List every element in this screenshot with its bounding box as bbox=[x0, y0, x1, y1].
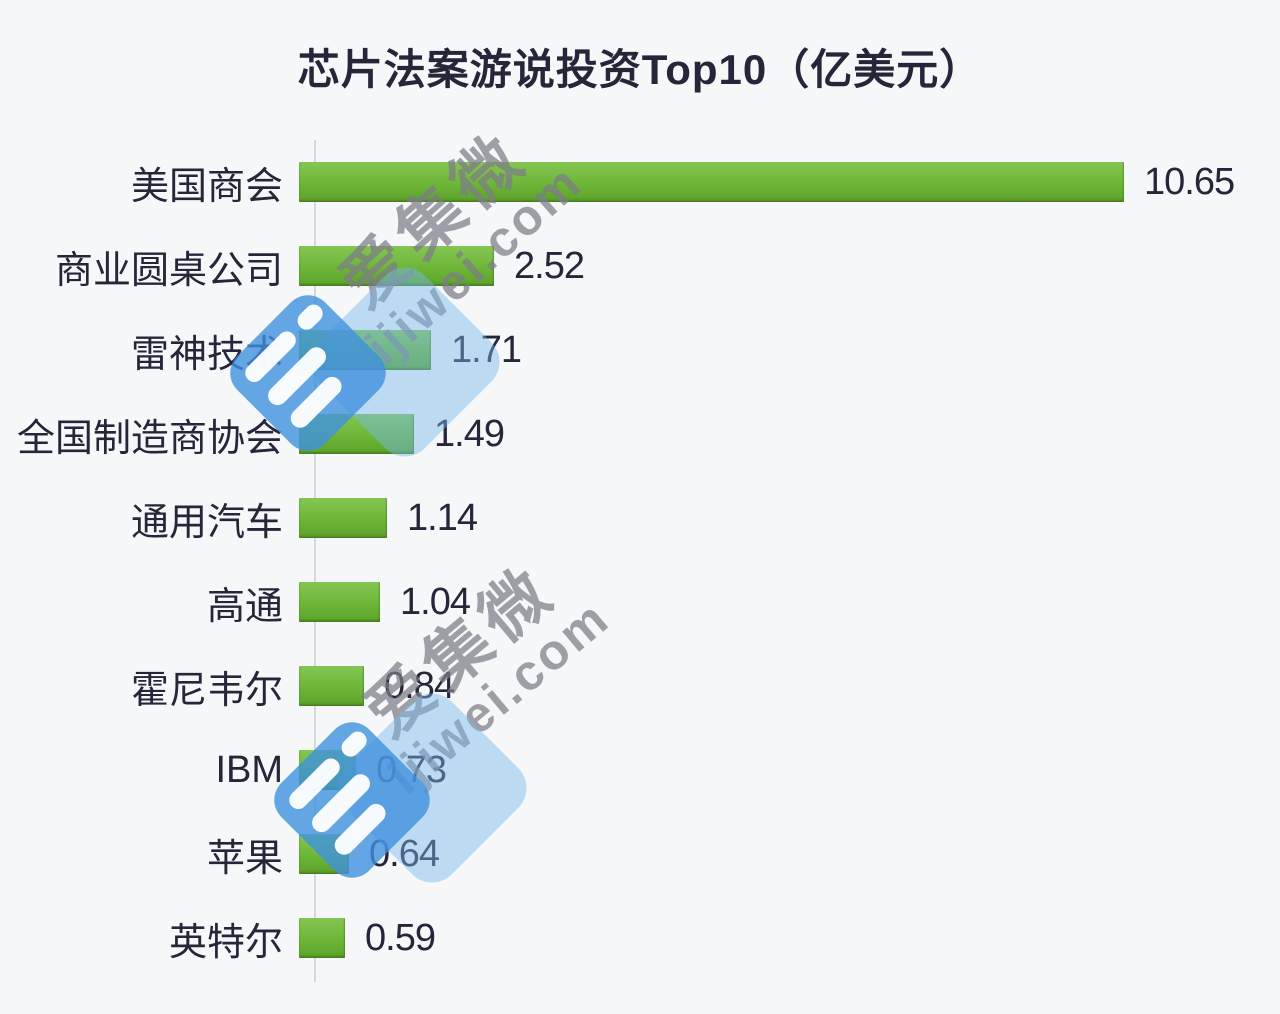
category-label: 霍尼韦尔 bbox=[130, 669, 283, 712]
chart-row: 霍尼韦尔 0.84 bbox=[0, 644, 1280, 728]
category-label: 雷神技术 bbox=[130, 333, 283, 376]
bar bbox=[299, 918, 345, 958]
bar bbox=[299, 498, 387, 538]
value-label: 1.71 bbox=[451, 328, 522, 371]
category-label: 通用汽车 bbox=[130, 501, 283, 544]
category-label: 商业圆桌公司 bbox=[54, 249, 283, 292]
value-label: 1.49 bbox=[434, 412, 505, 455]
axis-baseline bbox=[314, 140, 316, 982]
chart-row: 全国制造商协会 1.49 bbox=[0, 392, 1280, 476]
category-label: 苹果 bbox=[206, 837, 283, 880]
chart-row: 通用汽车 1.14 bbox=[0, 476, 1280, 560]
category-label: IBM bbox=[215, 748, 283, 791]
bar bbox=[299, 582, 380, 622]
value-label: 0.84 bbox=[384, 664, 455, 707]
bar bbox=[299, 414, 414, 454]
category-label: 全国制造商协会 bbox=[16, 417, 283, 460]
chart-row: 苹果 0.64 bbox=[0, 812, 1280, 896]
bar-chart: 美国商会 10.65 商业圆桌公司 2.52 雷神技术 1.71 全国制造商协会… bbox=[0, 140, 1280, 980]
value-label: 0.73 bbox=[376, 748, 447, 791]
bar bbox=[299, 750, 356, 790]
chart-row: 美国商会 10.65 bbox=[0, 140, 1280, 224]
value-label: 1.14 bbox=[407, 496, 478, 539]
bar bbox=[299, 246, 494, 286]
value-label: 1.04 bbox=[400, 580, 471, 623]
value-label: 0.64 bbox=[369, 832, 440, 875]
category-label: 英特尔 bbox=[168, 921, 283, 964]
bar bbox=[299, 330, 431, 370]
bar bbox=[299, 834, 349, 874]
value-label: 2.52 bbox=[514, 244, 585, 287]
bar bbox=[299, 162, 1124, 202]
value-label: 0.59 bbox=[365, 916, 436, 959]
category-label: 高通 bbox=[206, 585, 283, 628]
chart-row: 商业圆桌公司 2.52 bbox=[0, 224, 1280, 308]
chart-row: 高通 1.04 bbox=[0, 560, 1280, 644]
chart-row: 雷神技术 1.71 bbox=[0, 308, 1280, 392]
bar bbox=[299, 666, 364, 706]
chart-title: 芯片法案游说投资Top10（亿美元） bbox=[297, 46, 983, 93]
chart-row: 英特尔 0.59 bbox=[0, 896, 1280, 980]
value-label: 10.65 bbox=[1144, 160, 1235, 203]
category-label: 美国商会 bbox=[130, 165, 283, 208]
chart-row: IBM 0.73 bbox=[0, 728, 1280, 812]
